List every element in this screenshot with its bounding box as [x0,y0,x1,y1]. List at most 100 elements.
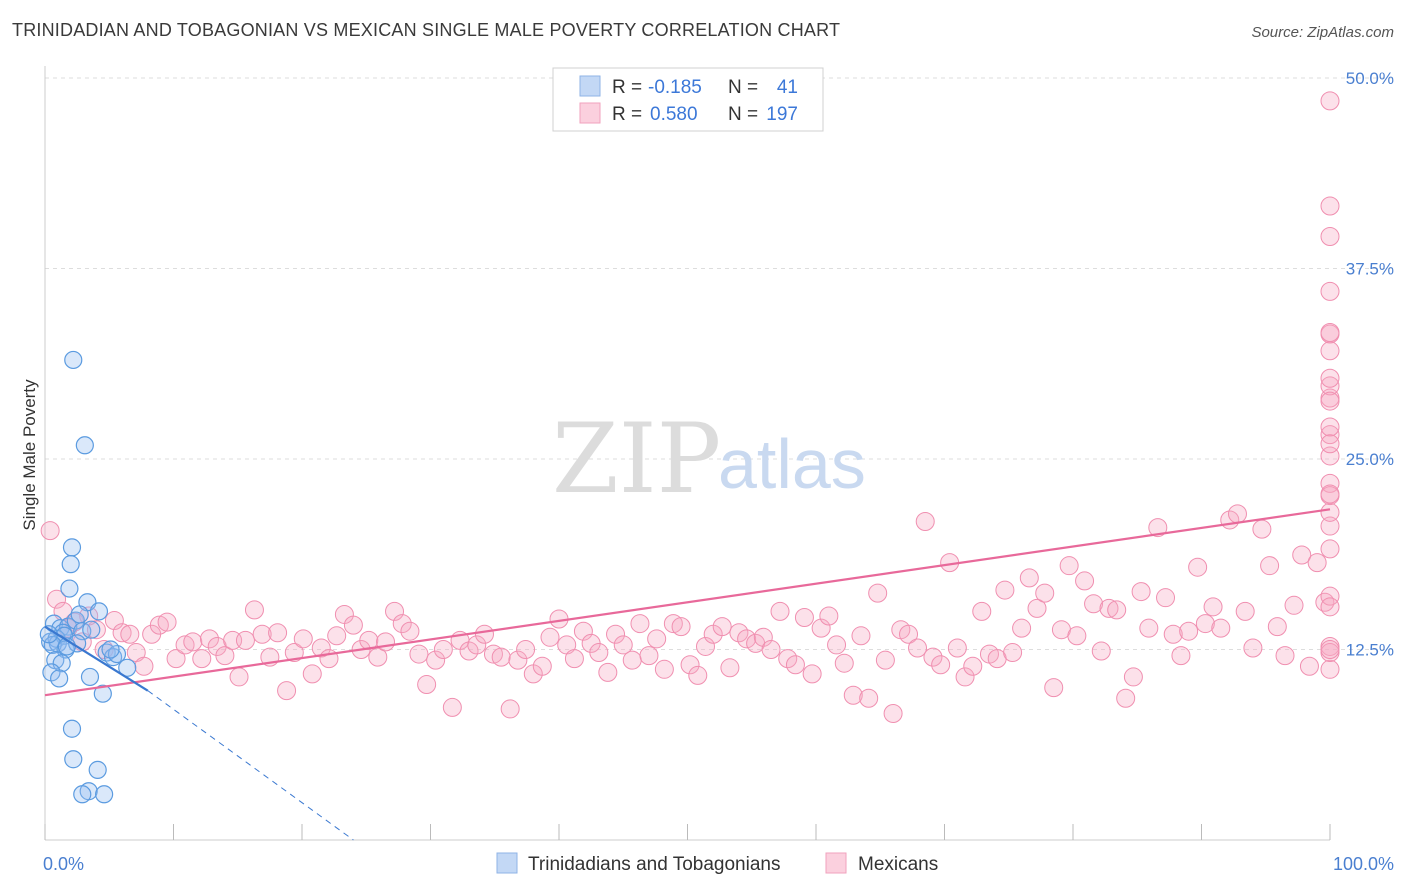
mexicans-point [104,611,124,631]
mexicans-point [573,621,593,641]
y-tick-label: 12.5% [1346,641,1394,660]
trinidadians-point [64,350,83,370]
mexicans-point [613,635,633,655]
mexicans-point [442,697,462,717]
mexicans-point [1003,643,1023,663]
mexicans-point [819,606,839,626]
mexicans-point [834,653,854,673]
mexicans-point [802,664,822,684]
mexicans-point [400,621,420,641]
mexicans-point [761,640,781,659]
watermark-zip: ZIP [552,403,721,515]
mexicans-point [1320,391,1340,411]
trinidadians-point [52,654,71,673]
mexicans-point [1116,688,1136,708]
x-tick-label-max: 100.0% [1333,854,1394,874]
mexicans-point [1320,640,1340,659]
x-tick-label-min: 0.0% [43,854,84,874]
trinidadians-point [60,579,79,598]
bottom-legend-label-1: Trinidadians and Tobagonians [528,854,780,875]
mexicans-point [1320,484,1340,504]
mexicans-point [192,649,212,669]
trinidadians-point [70,605,89,624]
mexicans-point [392,614,412,634]
mexicans-point [1275,646,1295,666]
mexicans-point [778,649,798,669]
y-tick-label: 25.0% [1346,450,1394,469]
mexicans-point [606,624,626,644]
mexicans-point [1320,368,1340,388]
mexicans-point [1320,516,1340,536]
mexicans-point [663,614,683,634]
mexicans-point [1067,626,1087,646]
mexicans-point [1203,597,1223,617]
mexicans-point [1260,556,1280,576]
mexicans-point [915,511,935,531]
mexicans-point [955,667,975,687]
mexicans-point [1044,678,1064,698]
mexicans-point [931,655,951,675]
mexicans-point [1252,519,1272,539]
mexicans-point [1019,568,1039,588]
mexicans-point [1075,571,1095,591]
mexicans-point [1320,502,1340,522]
mexicans-point [883,704,903,724]
legend-n-value-2: 197 [766,104,798,125]
mexicans-point [827,635,847,655]
mexicans-point [157,612,177,632]
mexicans-point [302,664,322,684]
mexicans-point [688,665,708,685]
mexicans-point [1320,539,1340,559]
mexicans-point [899,624,919,644]
mexicans-point [695,636,715,656]
mexicans-point [1139,618,1159,638]
mexicans-point [385,601,405,621]
mexicans-point [1035,583,1055,603]
mexicans-point [474,624,494,644]
mexicans-point [244,600,264,620]
mexicans-point [47,589,67,609]
mexicans-point [647,629,667,649]
mexicans-point [483,644,503,664]
mexicans-point [409,644,429,664]
mexicans-point [1320,226,1340,246]
mexicans-point [1320,597,1340,617]
bottom-legend-swatch-blue [496,852,518,874]
mexicans-point [947,638,967,658]
mexicans-point [1123,667,1143,687]
y-axis-label: Single Male Poverty [20,379,39,531]
mexicans-point [516,640,536,659]
trinidadians-point [73,785,92,804]
tick-labels: 12.5% 25.0% 37.5% 50.0% 0.0% 100.0% [43,69,1394,874]
mexicans-point [40,521,60,541]
trinidadians-point [62,538,82,557]
mexicans-point [622,650,642,670]
mexicans-point [1091,641,1111,661]
mexicans-point [851,626,871,646]
trinidadians-point [80,667,100,687]
mexicans-point [1195,614,1215,634]
mexicans-point [737,629,757,649]
trinidadians-point [95,785,114,804]
mexicans-point [508,650,528,670]
mexicans-point [923,647,943,667]
trinidadians-point [50,669,69,688]
trinidadians-point [64,750,83,769]
legend-swatch-pink [579,102,601,124]
legend-n-label-1: N = [728,77,758,98]
mexicans-point [1320,434,1340,454]
mexicans-point [1131,582,1151,602]
mexicans-point [134,656,154,676]
mexicans-point [491,647,511,667]
mexicans-point [671,617,691,637]
mexicans-point [785,655,805,675]
trinidadians-trend-line [44,625,149,692]
mexicans-point [229,667,249,687]
mexicans-point [417,675,437,695]
mexicans-point [1320,341,1340,361]
mexicans-point [426,650,446,670]
legend-r-label-1: R = [612,77,642,98]
mexicans-point [1243,638,1263,658]
watermark-atlas: atlas [718,425,866,503]
